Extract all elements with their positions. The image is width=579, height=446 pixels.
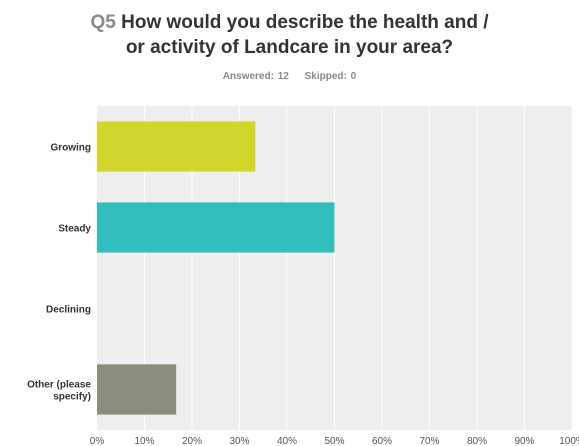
bar [97,121,256,172]
answered-count: Answered: 12 [222,71,289,82]
x-tick-label: 0% [90,436,105,446]
question-title-text-1: How would you describe the health and / [121,12,489,33]
skipped-count: Skipped: 0 [304,71,357,82]
x-tick-label: 20% [182,436,202,446]
category-label: Steady [58,224,91,235]
question-title-line-2: or activity of Landcare in your area? [125,37,454,58]
category-label: Declining [46,305,91,316]
x-tick-label: 40% [277,436,297,446]
x-tick-label: 70% [419,436,439,446]
category-label: Growing [50,143,91,154]
question-title-line-1: Q5 How would you describe the health and… [0,10,579,35]
x-tick-label: 50% [324,436,344,446]
x-tick-label: 100% [559,436,579,446]
question-title: Q5 How would you describe the health and… [0,10,579,60]
question-number: Q5 [90,12,116,33]
x-tick-label: 80% [467,436,487,446]
category-label: Other (please [27,380,91,391]
category-label: specify) [53,392,91,403]
bar [97,202,335,253]
bar [97,364,177,415]
x-tick-label: 60% [372,436,392,446]
x-tick-label: 10% [134,436,154,446]
x-tick-label: 90% [514,436,534,446]
x-tick-label: 30% [229,436,249,446]
response-stats: Answered: 12 Skipped: 0 [0,71,579,82]
